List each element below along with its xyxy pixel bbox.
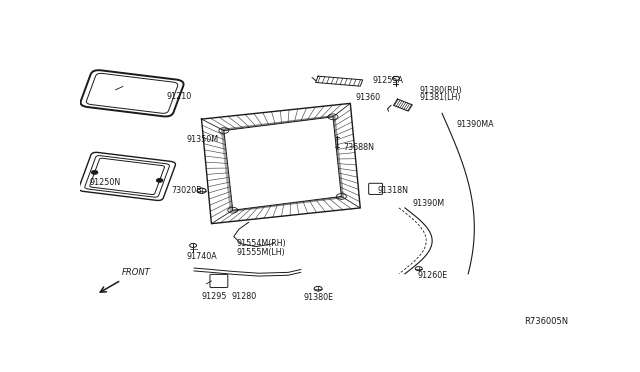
Text: 91255A: 91255A <box>372 76 403 85</box>
Text: FRONT: FRONT <box>122 268 151 277</box>
Text: 91250N: 91250N <box>90 178 121 187</box>
Text: R736005N: R736005N <box>524 317 568 326</box>
Text: 91380(RH): 91380(RH) <box>420 86 462 95</box>
Text: 91390MA: 91390MA <box>457 121 495 129</box>
Text: 91740A: 91740A <box>187 252 218 261</box>
Text: 91295: 91295 <box>201 292 227 301</box>
Text: 91260E: 91260E <box>417 271 447 280</box>
Text: 91380E: 91380E <box>303 293 333 302</box>
Circle shape <box>92 171 97 174</box>
Text: 91555M(LH): 91555M(LH) <box>237 248 285 257</box>
Text: 73020B: 73020B <box>172 186 202 195</box>
Text: 91554M(RH): 91554M(RH) <box>236 239 286 248</box>
Text: 91210: 91210 <box>167 92 192 101</box>
Text: 91381(LH): 91381(LH) <box>420 93 461 102</box>
Text: 91280: 91280 <box>231 292 256 301</box>
Text: 91318N: 91318N <box>378 186 408 195</box>
Text: 91350M: 91350M <box>187 135 219 144</box>
Text: 91390M: 91390M <box>412 199 444 208</box>
Circle shape <box>157 179 163 182</box>
Text: 91360: 91360 <box>355 93 380 102</box>
Text: 73688N: 73688N <box>343 143 374 152</box>
